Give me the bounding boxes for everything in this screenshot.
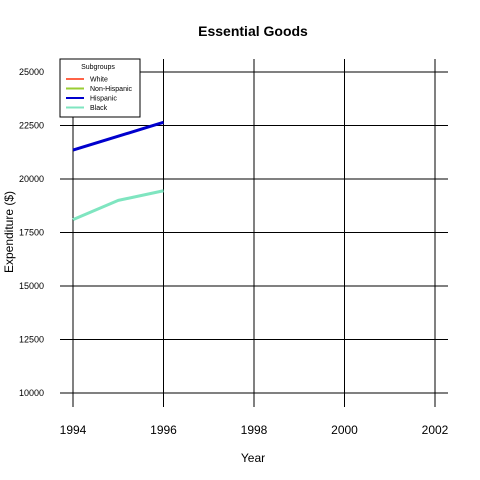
series-lines [72,120,164,222]
x-axis-label: Year [241,451,265,465]
legend-label-hispanic: Hispanic [90,96,117,103]
y-tick-label: 22500 [19,121,44,131]
chart-title: Essential Goods [198,23,308,39]
y-tick-label: 15000 [19,281,44,291]
x-tick-label: 1994 [60,423,87,437]
legend-title: Subgroups [81,64,115,71]
legend-label-non-hispanic: Non-Hispanic [90,86,133,93]
y-tick-label: 10000 [19,388,44,398]
y-tick-label: 20000 [19,174,44,184]
x-tick-label: 1996 [150,423,177,437]
legend: Subgroups White Non-Hispanic Hispanic Black [59,58,141,118]
y-tick-label: 12500 [19,335,44,345]
legend-label-white: White [90,77,108,84]
x-tick-label: 2002 [422,423,449,437]
legend-label-black: Black [90,105,108,112]
x-tick-labels: 1994 1996 1998 2000 2002 [60,423,449,437]
series-line-hispanic [72,120,164,152]
y-tick-labels: 10000 12500 15000 17500 20000 22500 25000 [19,67,44,398]
y-tick-label: 25000 [19,67,44,77]
series-line-black [72,189,164,222]
x-tick-label: 1998 [241,423,268,437]
y-axis-label: Expenditure ($) [2,191,16,273]
x-tick-label: 2000 [331,423,358,437]
y-tick-label: 17500 [19,228,44,238]
